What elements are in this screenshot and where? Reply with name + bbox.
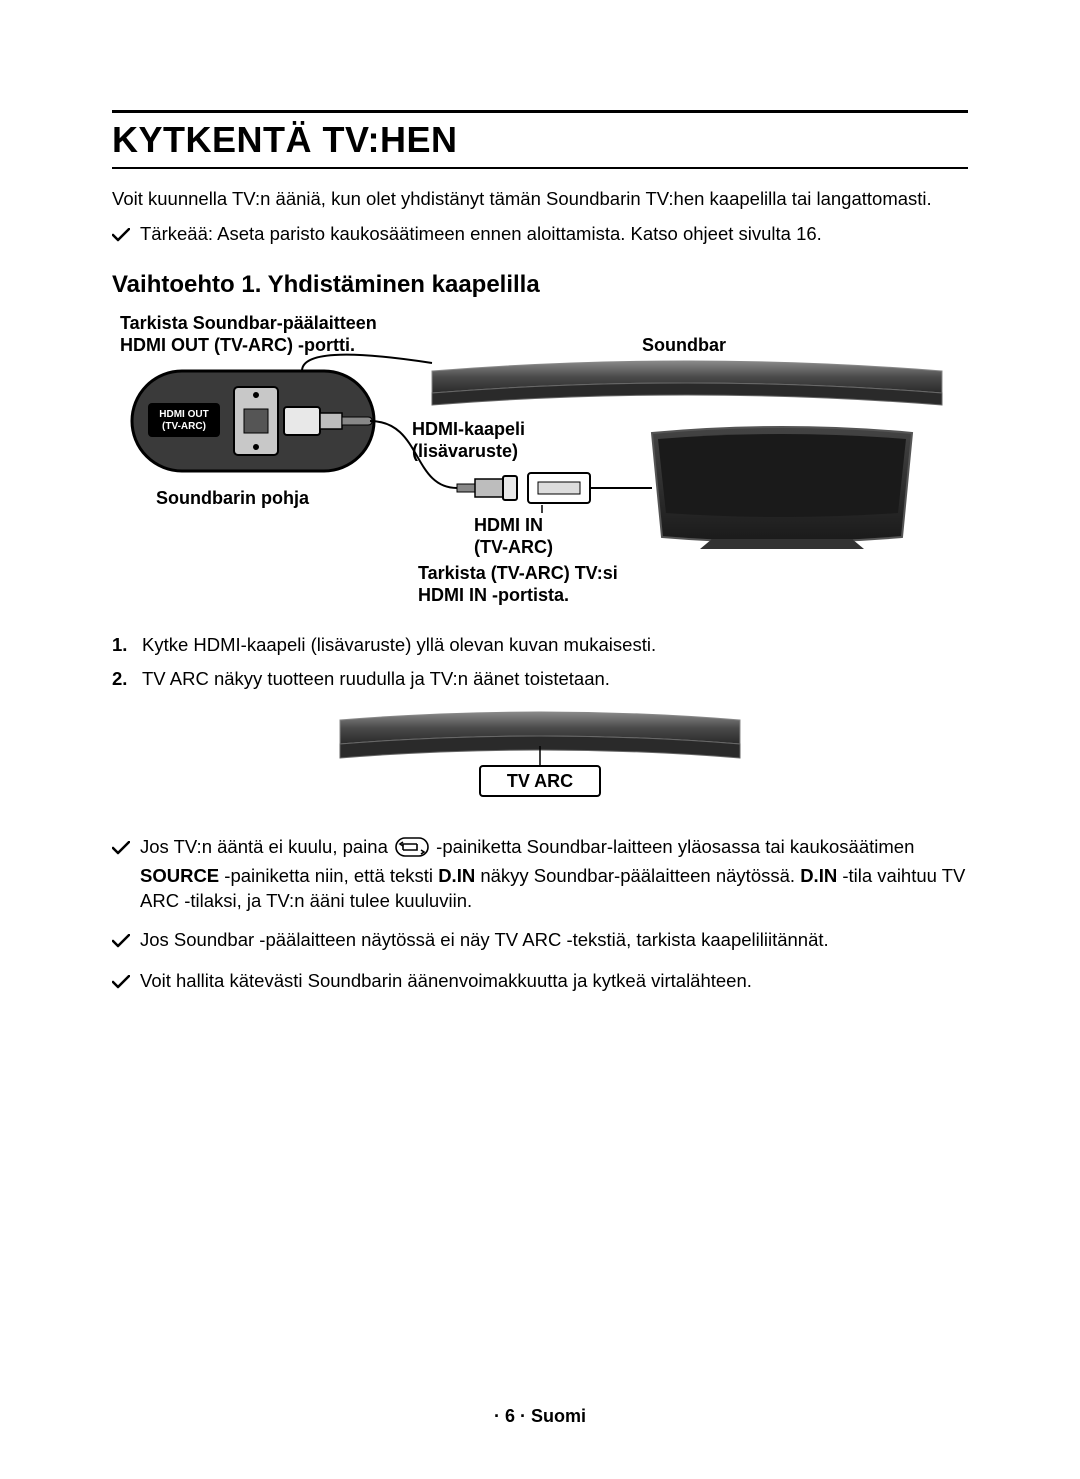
note-3: Voit hallita kätevästi Soundbarin äänenv… (112, 969, 968, 996)
step-text: Kytke HDMI-kaapeli (lisävaruste) yllä ol… (142, 631, 656, 659)
top-rule (112, 110, 968, 113)
badge-line2: (TV-ARC) (162, 421, 206, 432)
port-panel-illustration: HDMI OUT (TV-ARC) (132, 371, 374, 471)
note-1-mid3: näkyy Soundbar-päälaitteen näytössä. (480, 865, 800, 886)
title-underline (112, 167, 968, 169)
step-1: 1. Kytke HDMI-kaapeli (lisävaruste) yllä… (112, 631, 968, 659)
mini-display-text: TV ARC (507, 771, 573, 791)
note-2: Jos Soundbar -päälaitteen näytössä ei nä… (112, 928, 968, 955)
important-note: Tärkeää: Aseta paristo kaukosäätimeen en… (112, 222, 968, 249)
note-1-body: Jos TV:n ääntä ei kuulu, paina -painiket… (140, 835, 968, 914)
hdmi-plug-tv-side (457, 473, 590, 503)
notes: Jos TV:n ääntä ei kuulu, paina -painiket… (112, 835, 968, 996)
note-1: Jos TV:n ääntä ei kuulu, paina -painiket… (112, 835, 968, 914)
page-title: KYTKENTÄ TV:HEN (112, 119, 968, 161)
badge-line1: HDMI OUT (159, 409, 208, 420)
note-1-din1: D.IN (438, 865, 475, 886)
step-number: 1. (112, 631, 134, 659)
note-2-text: Jos Soundbar -päälaitteen näytössä ei nä… (140, 928, 968, 953)
step-2: 2. TV ARC näkyy tuotteen ruudulla ja TV:… (112, 665, 968, 693)
tv-illustration (652, 427, 912, 549)
note-1-pre: Jos TV:n ääntä ei kuulu, paina (140, 836, 393, 857)
connection-diagram: Tarkista Soundbar-päälaitteen HDMI OUT (… (112, 313, 968, 603)
steps-list: 1. Kytke HDMI-kaapeli (lisävaruste) yllä… (112, 631, 968, 693)
check-icon (112, 930, 130, 955)
intro-text: Voit kuunnella TV:n ääniä, kun olet yhdi… (112, 187, 968, 212)
important-text: Tärkeää: Aseta paristo kaukosäätimeen en… (140, 222, 822, 247)
note-1-din2: D.IN (800, 865, 837, 886)
step-number: 2. (112, 665, 134, 693)
check-icon (112, 224, 130, 249)
note-3-text: Voit hallita kätevästi Soundbarin äänenv… (140, 969, 968, 994)
soundbar-illustration (432, 361, 942, 405)
mini-diagram: TV ARC (112, 702, 968, 807)
subheading: Vaihtoehto 1. Yhdistäminen kaapelilla (112, 271, 968, 299)
note-1-mid2: -painiketta niin, että teksti (224, 865, 438, 886)
source-button-icon (395, 837, 429, 864)
page-footer: · 6 · Suomi (0, 1406, 1080, 1427)
note-1-source: SOURCE (140, 865, 219, 886)
check-icon (112, 837, 130, 862)
step-text: TV ARC näkyy tuotteen ruudulla ja TV:n ä… (142, 665, 610, 693)
check-icon (112, 971, 130, 996)
note-1-mid1: -painiketta Soundbar-laitteen yläosassa … (436, 836, 914, 857)
